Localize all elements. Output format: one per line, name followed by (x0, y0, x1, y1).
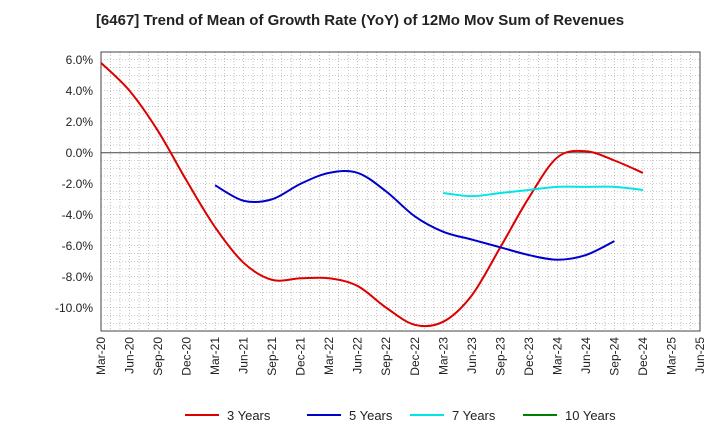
x-tick-label: Jun-25 (693, 337, 707, 374)
series-line-5-years (214, 170, 615, 261)
series-line-3-years (100, 62, 644, 328)
y-tick-label: 0.0% (66, 146, 94, 160)
x-tick-label: Sep-22 (379, 337, 393, 376)
x-tick-label: Jun-23 (465, 337, 479, 374)
y-tick-label: 4.0% (66, 84, 94, 98)
x-tick-label: Mar-23 (436, 337, 450, 375)
x-tick-label: Sep-23 (493, 337, 507, 376)
x-tick-label: Mar-24 (550, 337, 564, 375)
legend-label: 10 Years (565, 408, 616, 423)
x-tick-label: Mar-25 (664, 337, 678, 375)
x-tick-label: Dec-20 (180, 337, 194, 376)
x-tick-label: Mar-22 (322, 337, 336, 375)
x-tick-label: Dec-21 (294, 337, 308, 376)
y-tick-label: -2.0% (62, 177, 94, 191)
y-tick-label: -4.0% (62, 208, 94, 222)
y-tick-label: 2.0% (66, 115, 94, 129)
y-tick-label: -10.0% (55, 301, 93, 315)
x-tick-label: Jun-21 (237, 337, 251, 374)
x-tick-label: Sep-24 (607, 337, 621, 376)
x-tick-label: Jun-20 (123, 337, 137, 374)
legend-label: 3 Years (227, 408, 271, 423)
x-tick-label: Dec-23 (522, 337, 536, 376)
x-tick-label: Mar-21 (208, 337, 222, 375)
x-tick-label: Dec-24 (636, 337, 650, 376)
chart-title: [6467] Trend of Mean of Growth Rate (YoY… (95, 12, 625, 29)
x-tick-label: Jun-22 (351, 337, 365, 374)
x-tick-label: Sep-21 (265, 337, 279, 376)
x-tick-label: Jun-24 (579, 337, 593, 374)
x-tick-label: Sep-20 (151, 337, 165, 376)
y-tick-label: 6.0% (66, 53, 94, 67)
x-tick-label: Mar-20 (94, 337, 108, 375)
plot-area (101, 52, 700, 331)
legend-label: 7 Years (452, 408, 496, 423)
legend-label: 5 Years (349, 408, 393, 423)
x-tick-label: Dec-22 (408, 337, 422, 376)
plot-frame (100, 51, 701, 332)
y-tick-label: -8.0% (62, 270, 94, 284)
series-line-7-years (443, 185, 644, 198)
y-tick-label: -6.0% (62, 239, 94, 253)
